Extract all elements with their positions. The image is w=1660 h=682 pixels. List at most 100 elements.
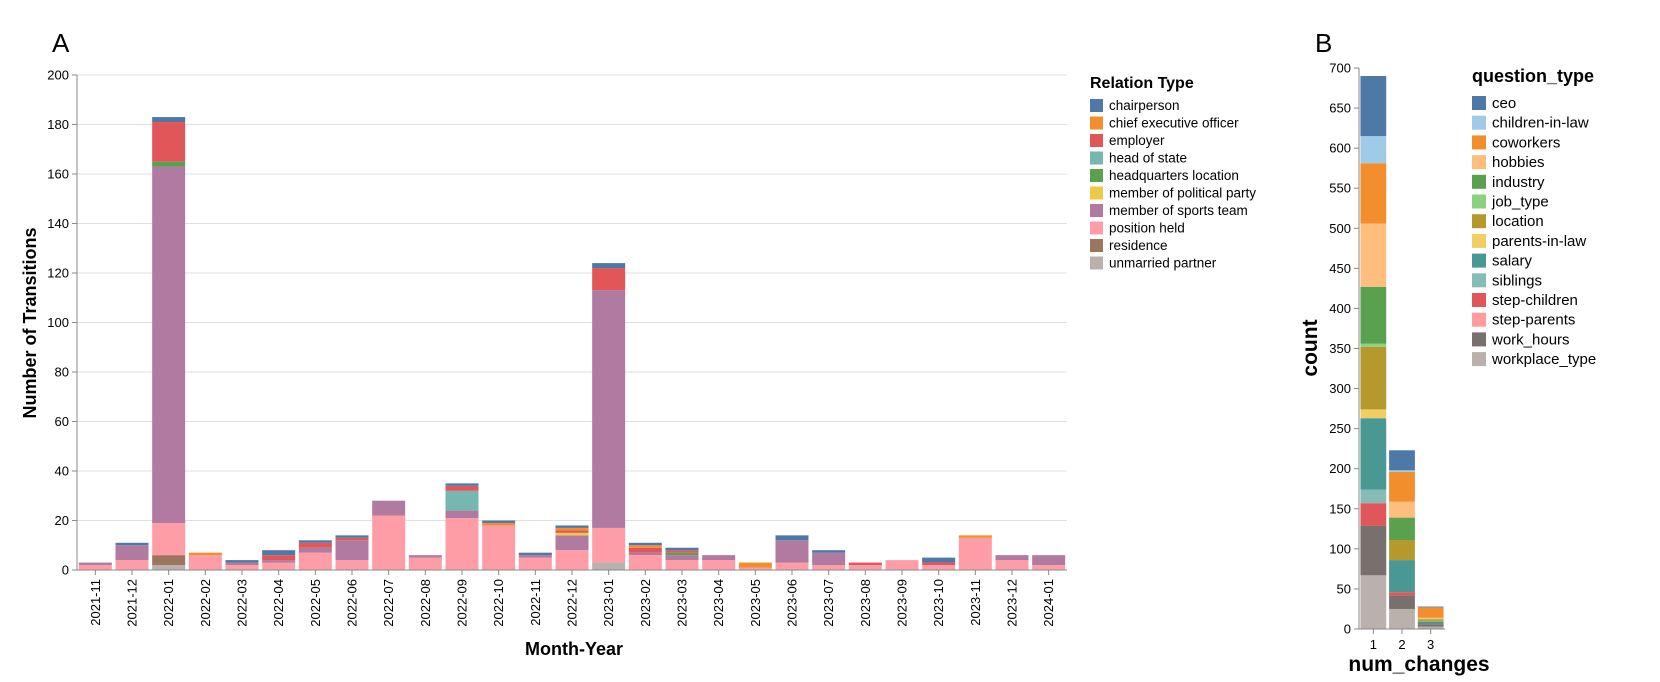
chart-a-xtick-label: 2022-04: [271, 579, 286, 627]
chart-a-bar-2022-11-position-held: [518, 557, 552, 570]
chart-a-bar-2023-12-member-of-sports-team: [995, 555, 1029, 561]
chart-b-bar-2-children-in-law: [1389, 470, 1415, 472]
chart-a-legend-swatch-employer: [1090, 134, 1103, 147]
chart-a-bar-2022-12-position-held: [555, 550, 589, 570]
chart-a-xtick-label: 2023-03: [675, 579, 690, 627]
chart-a-bar-2022-09-position-held: [445, 518, 479, 570]
chart-a-bar-2024-01-member-of-sports-team: [1032, 555, 1066, 566]
chart-a-xtick-label: 2022-10: [491, 579, 506, 627]
chart-a-legend-swatch-head-of-state: [1090, 151, 1103, 165]
chart-b-bar-1-hobbies: [1360, 223, 1387, 287]
chart-b-legend-label-siblings: siblings: [1492, 272, 1542, 289]
chart-a-ytick-label: 100: [47, 315, 69, 330]
chart-b-bar-1-industry: [1360, 286, 1387, 344]
chart-b-legend-swatch-salary: [1472, 253, 1486, 268]
chart-b-ytick-label: 450: [1329, 261, 1351, 276]
chart-b-bar-2-salary: [1389, 560, 1415, 593]
chart-a-bar-2023-04-position-held: [702, 560, 736, 570]
chart-a-legend-label-chief-executive-officer: chief executive officer: [1109, 116, 1239, 131]
chart-a-ytick-label: 40: [55, 464, 69, 479]
chart-b-legend-swatch-workplace-type: [1472, 352, 1486, 367]
chart-a-bar-2023-06-chairperson: [775, 535, 809, 541]
chart-b-bar-2-hobbies: [1389, 501, 1415, 518]
chart-b-legend-swatch-step-parents: [1472, 312, 1486, 327]
chart-a-bars: [78, 117, 1066, 570]
chart-a-bar-2023-03-chairperson: [665, 547, 699, 551]
chart-a-bar-2023-01-member-of-sports-team: [592, 290, 626, 528]
chart-b-bar-1-salary: [1360, 418, 1387, 490]
chart-b-legend-swatch-industry: [1472, 174, 1486, 189]
chart-b-ytick-label: 300: [1329, 381, 1351, 396]
chart-a-xlabel: Month-Year: [525, 639, 623, 659]
chart-a-bar-2022-01-residence: [152, 555, 186, 566]
chart-b-legend-swatch-coworkers: [1472, 135, 1486, 150]
chart-a-bar-2023-02-position-held: [628, 555, 662, 570]
chart-a-bar-2022-01-headquarters-location: [152, 161, 186, 167]
chart-a-bar-2023-01-chairperson: [592, 263, 626, 269]
chart-a-legend-swatch-unmarried-partner: [1090, 256, 1103, 270]
chart-b-bar-3-hobbies: [1417, 617, 1444, 620]
chart-a-bar-2022-09-chairperson: [445, 483, 479, 486]
chart-b-legend-swatch-parents-in-law: [1472, 233, 1486, 248]
chart-a-ytick-label: 0: [62, 563, 69, 578]
chart-a-bar-2023-10-chairperson: [922, 557, 956, 563]
chart-a-bar-2022-01-position-held: [152, 522, 186, 556]
chart-a-bar-2022-04-chairperson: [262, 550, 296, 556]
chart-a-legend-swatch-residence: [1090, 239, 1103, 252]
chart-a-bar-2021-12-chairperson: [115, 542, 149, 546]
chart-b-bar-3-coworkers: [1417, 607, 1444, 618]
chart-b-legend-label-coworkers: coworkers: [1492, 134, 1560, 151]
chart-a-bar-2022-10-chairperson: [482, 520, 516, 523]
chart-b-bar-2-coworkers: [1389, 471, 1415, 502]
chart-a-bar-2023-10-employer: [922, 562, 956, 566]
chart-a-bar-2023-11-position-held: [958, 537, 992, 570]
chart-a-xtick-label: 2024-01: [1041, 579, 1056, 627]
chart-a-bar-2021-11-position-held: [78, 565, 112, 570]
chart-a-bar-2023-03-headquarters-location: [665, 552, 699, 556]
chart-b-legend-swatch-siblings: [1472, 273, 1486, 288]
chart-b-bar-1-children-in-law: [1360, 136, 1387, 164]
chart-a-bar-2023-01-unmarried-partner: [592, 562, 626, 570]
chart-a-legend-label-unmarried-partner: unmarried partner: [1109, 256, 1217, 271]
chart-a-legend-label-member-of-political-party: member of political party: [1109, 186, 1256, 201]
chart-a-xtick-label: 2022-06: [345, 579, 360, 627]
chart-a-bar-2023-06-position-held: [775, 562, 809, 570]
chart-b-bar-3-ceo: [1417, 606, 1444, 608]
chart-b-legend-label-salary: salary: [1492, 253, 1533, 270]
chart-a-bar-2022-03-member-of-sports-team: [225, 562, 259, 566]
chart-b-bar-1-ceo: [1360, 76, 1387, 137]
chart-b-bar-2-work-hours: [1389, 595, 1415, 609]
chart-b-legend-label-ceo: ceo: [1492, 95, 1516, 112]
chart-a-bar-2022-12-chairperson: [555, 525, 589, 528]
chart-b-legend-swatch-location: [1472, 214, 1486, 229]
chart-a-ytick-label: 140: [47, 216, 69, 231]
chart-b-bar-1-location: [1360, 346, 1387, 410]
chart-a-bar-2023-05-chief-executive-officer: [738, 562, 772, 568]
chart-a-bar-2023-07-position-held: [812, 565, 846, 570]
chart-a-bar-2023-05-position-held: [738, 567, 772, 570]
chart-a-bar-2022-02-chief-executive-officer: [188, 552, 222, 556]
chart-a-xtick-label: 2022-08: [418, 579, 433, 627]
chart-a-legend-label-employer: employer: [1109, 133, 1165, 148]
chart-a-bar-2022-03-position-held: [225, 565, 259, 570]
chart-a-bar-2022-07-member-of-sports-team: [372, 500, 406, 516]
chart-b: 0 50 100 150 200 250 300 350 400 450 500 550 600 650 7…: [1299, 61, 1596, 677]
chart-a-bar-2023-04-member-of-sports-team: [702, 555, 736, 561]
chart-a-ytick-label: 20: [55, 513, 69, 528]
chart-a-bar-2022-06-position-held: [335, 560, 369, 570]
chart-a-bar-2022-09-head-of-state: [445, 490, 479, 511]
chart-a-grid: [77, 74, 1067, 571]
chart-a-xtick-label: 2023-04: [711, 579, 726, 627]
chart-a-xtick-label: 2022-01: [161, 579, 176, 627]
chart-b-bar-2-workplace-type: [1389, 608, 1415, 629]
chart-b-ytick-label: 600: [1329, 141, 1351, 156]
chart-a-ytick-label: 80: [55, 365, 69, 380]
chart-a-legend-swatch-chief-executive-officer: [1090, 116, 1103, 130]
chart-b-bar-1-parents-in-law: [1360, 409, 1387, 419]
chart-a-bar-2023-12-position-held: [995, 560, 1029, 570]
chart-a-bar-2023-11-chief-executive-officer: [958, 535, 992, 538]
chart-a-bar-2022-01-chairperson: [152, 117, 186, 123]
chart-a-xtick-label: 2022-05: [308, 579, 323, 627]
panel-a-label: A: [52, 28, 70, 58]
